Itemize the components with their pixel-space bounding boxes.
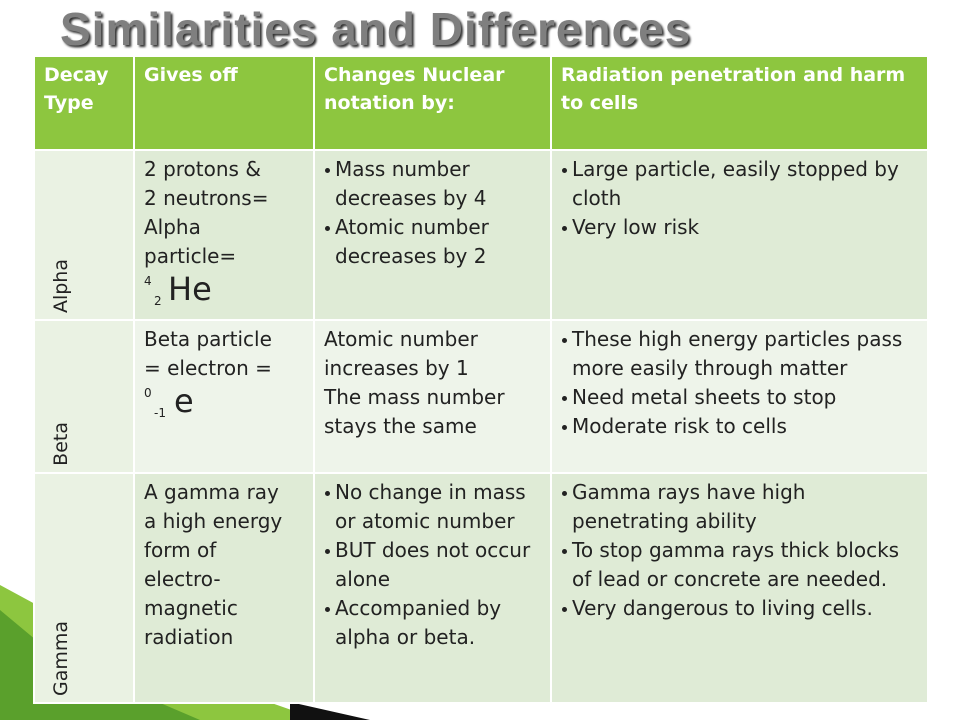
table-row: Alpha 2 protons & 2 neutrons= Alpha particle… [33, 149, 929, 321]
text-line: A gamma ray [144, 480, 279, 504]
atomic-number: -1 [154, 406, 166, 420]
table-row: Beta Beta particle = electron = 0 -1 e Atomic … [33, 319, 929, 474]
bullet-item: These high energy particles pass more ea… [561, 325, 918, 383]
table: Decay Type Gives off Changes Nuclear notat… [33, 55, 929, 704]
bullet-dot [325, 549, 330, 554]
bullet-text: Accompanied by alpha or beta. [335, 596, 502, 649]
bullet-dot [562, 425, 567, 430]
text-line: Alpha [144, 215, 201, 239]
bullet-dot [562, 491, 567, 496]
bullet-dot [325, 607, 330, 612]
black-swoosh [290, 702, 370, 720]
bullet-item: Moderate risk to cells [561, 412, 918, 441]
bullet-dot [325, 226, 330, 231]
bullet-text: Need metal sheets to stop [572, 385, 837, 409]
table-row: Gamma A gamma ray a high energy form of elec… [33, 472, 929, 704]
bullet-text: Gamma rays have high penetrating ability [572, 480, 806, 533]
text-line: 2 neutrons= [144, 186, 269, 210]
bullet-item: Mass number decreases by 4 [324, 155, 541, 213]
gives-off-cell: 2 protons & 2 neutrons= Alpha particle= 4 2 He [133, 149, 315, 321]
text-line: The mass number stays the same [324, 385, 505, 438]
element-symbol: e [174, 382, 194, 420]
bullet-item: Very dangerous to living cells. [561, 594, 918, 623]
bullet-dot [562, 226, 567, 231]
bullet-dot [562, 338, 567, 343]
bullet-item: Large particle, easily stopped by cloth [561, 155, 918, 213]
bullet-text: BUT does not occur alone [335, 538, 531, 591]
changes-cell: Mass number decreases by 4 Atomic number … [313, 149, 552, 321]
text-line: particle= [144, 244, 237, 268]
text-line: a high energy [144, 509, 283, 533]
bullet-text: These high energy particles pass more ea… [572, 327, 903, 380]
nuclear-symbol: 0 -1 e [144, 382, 304, 425]
bullet-text: Very low risk [572, 215, 700, 239]
header-row: Decay Type Gives off Changes Nuclear notat… [33, 55, 929, 151]
mass-number: 4 [144, 274, 152, 288]
header-cell: Radiation penetration and harm to cells [550, 55, 929, 151]
bullet-dot [325, 491, 330, 496]
text-line: 2 protons & [144, 157, 261, 181]
bullet-text: Mass number decreases by 4 [335, 157, 487, 210]
bullet-item: Very low risk [561, 213, 918, 242]
atomic-number: 2 [154, 294, 162, 308]
bullet-text: To stop gamma rays thick blocks of lead … [572, 538, 900, 591]
text-line: Atomic number increases by 1 [324, 327, 478, 380]
element-symbol: He [168, 270, 212, 308]
gives-off-cell: Beta particle = electron = 0 -1 e [133, 319, 315, 474]
bullet-dot [562, 607, 567, 612]
bullet-text: No change in mass or atomic number [335, 480, 526, 533]
penetration-cell: Large particle, easily stopped by cloth V… [550, 149, 929, 321]
bullet-text: Moderate risk to cells [572, 414, 787, 438]
penetration-cell: Gamma rays have high penetrating ability… [550, 472, 929, 704]
changes-cell: Atomic number increases by 1 The mass num… [313, 319, 552, 474]
text-line: = electron = [144, 356, 272, 380]
header-cell: Gives off [133, 55, 315, 151]
bullet-text: Very dangerous to living cells. [572, 596, 873, 620]
row-label-cell: Alpha [33, 149, 135, 321]
text-line: form of [144, 538, 217, 562]
nuclear-symbol: 4 2 He [144, 270, 304, 313]
bullet-dot [562, 549, 567, 554]
bullet-item: Accompanied by alpha or beta. [324, 594, 541, 652]
gives-off-cell: A gamma ray a high energy form of electro-m… [133, 472, 315, 704]
row-label-cell: Gamma [33, 472, 135, 704]
header-cell: Changes Nuclear notation by: [313, 55, 552, 151]
title: Similarities and Differences [60, 3, 692, 55]
row-label-cell: Beta [33, 319, 135, 474]
row-label: Beta [50, 422, 72, 466]
bullet-text: Large particle, easily stopped by cloth [572, 157, 899, 210]
bullet-item: Need metal sheets to stop [561, 383, 918, 412]
bullet-item: Atomic number decreases by 2 [324, 213, 541, 271]
bullet-dot [562, 396, 567, 401]
header-cell: Decay Type [33, 55, 135, 151]
text-line: Beta particle [144, 327, 272, 351]
mass-number: 0 [144, 386, 152, 400]
text-line: magnetic [144, 596, 238, 620]
penetration-cell: These high energy particles pass more ea… [550, 319, 929, 474]
changes-cell: No change in mass or atomic number BUT do… [313, 472, 552, 704]
bullet-item: Gamma rays have high penetrating ability [561, 478, 918, 536]
bullet-item: To stop gamma rays thick blocks of lead … [561, 536, 918, 594]
bullet-dot [562, 168, 567, 173]
text-line: radiation [144, 625, 234, 649]
text-line: electro- [144, 567, 221, 591]
bullet-item: BUT does not occur alone [324, 536, 541, 594]
bullet-text: Atomic number decreases by 2 [335, 215, 489, 268]
row-label: Alpha [50, 258, 72, 313]
bullet-dot [325, 168, 330, 173]
row-label: Gamma [50, 620, 72, 696]
bullet-item: No change in mass or atomic number [324, 478, 541, 536]
